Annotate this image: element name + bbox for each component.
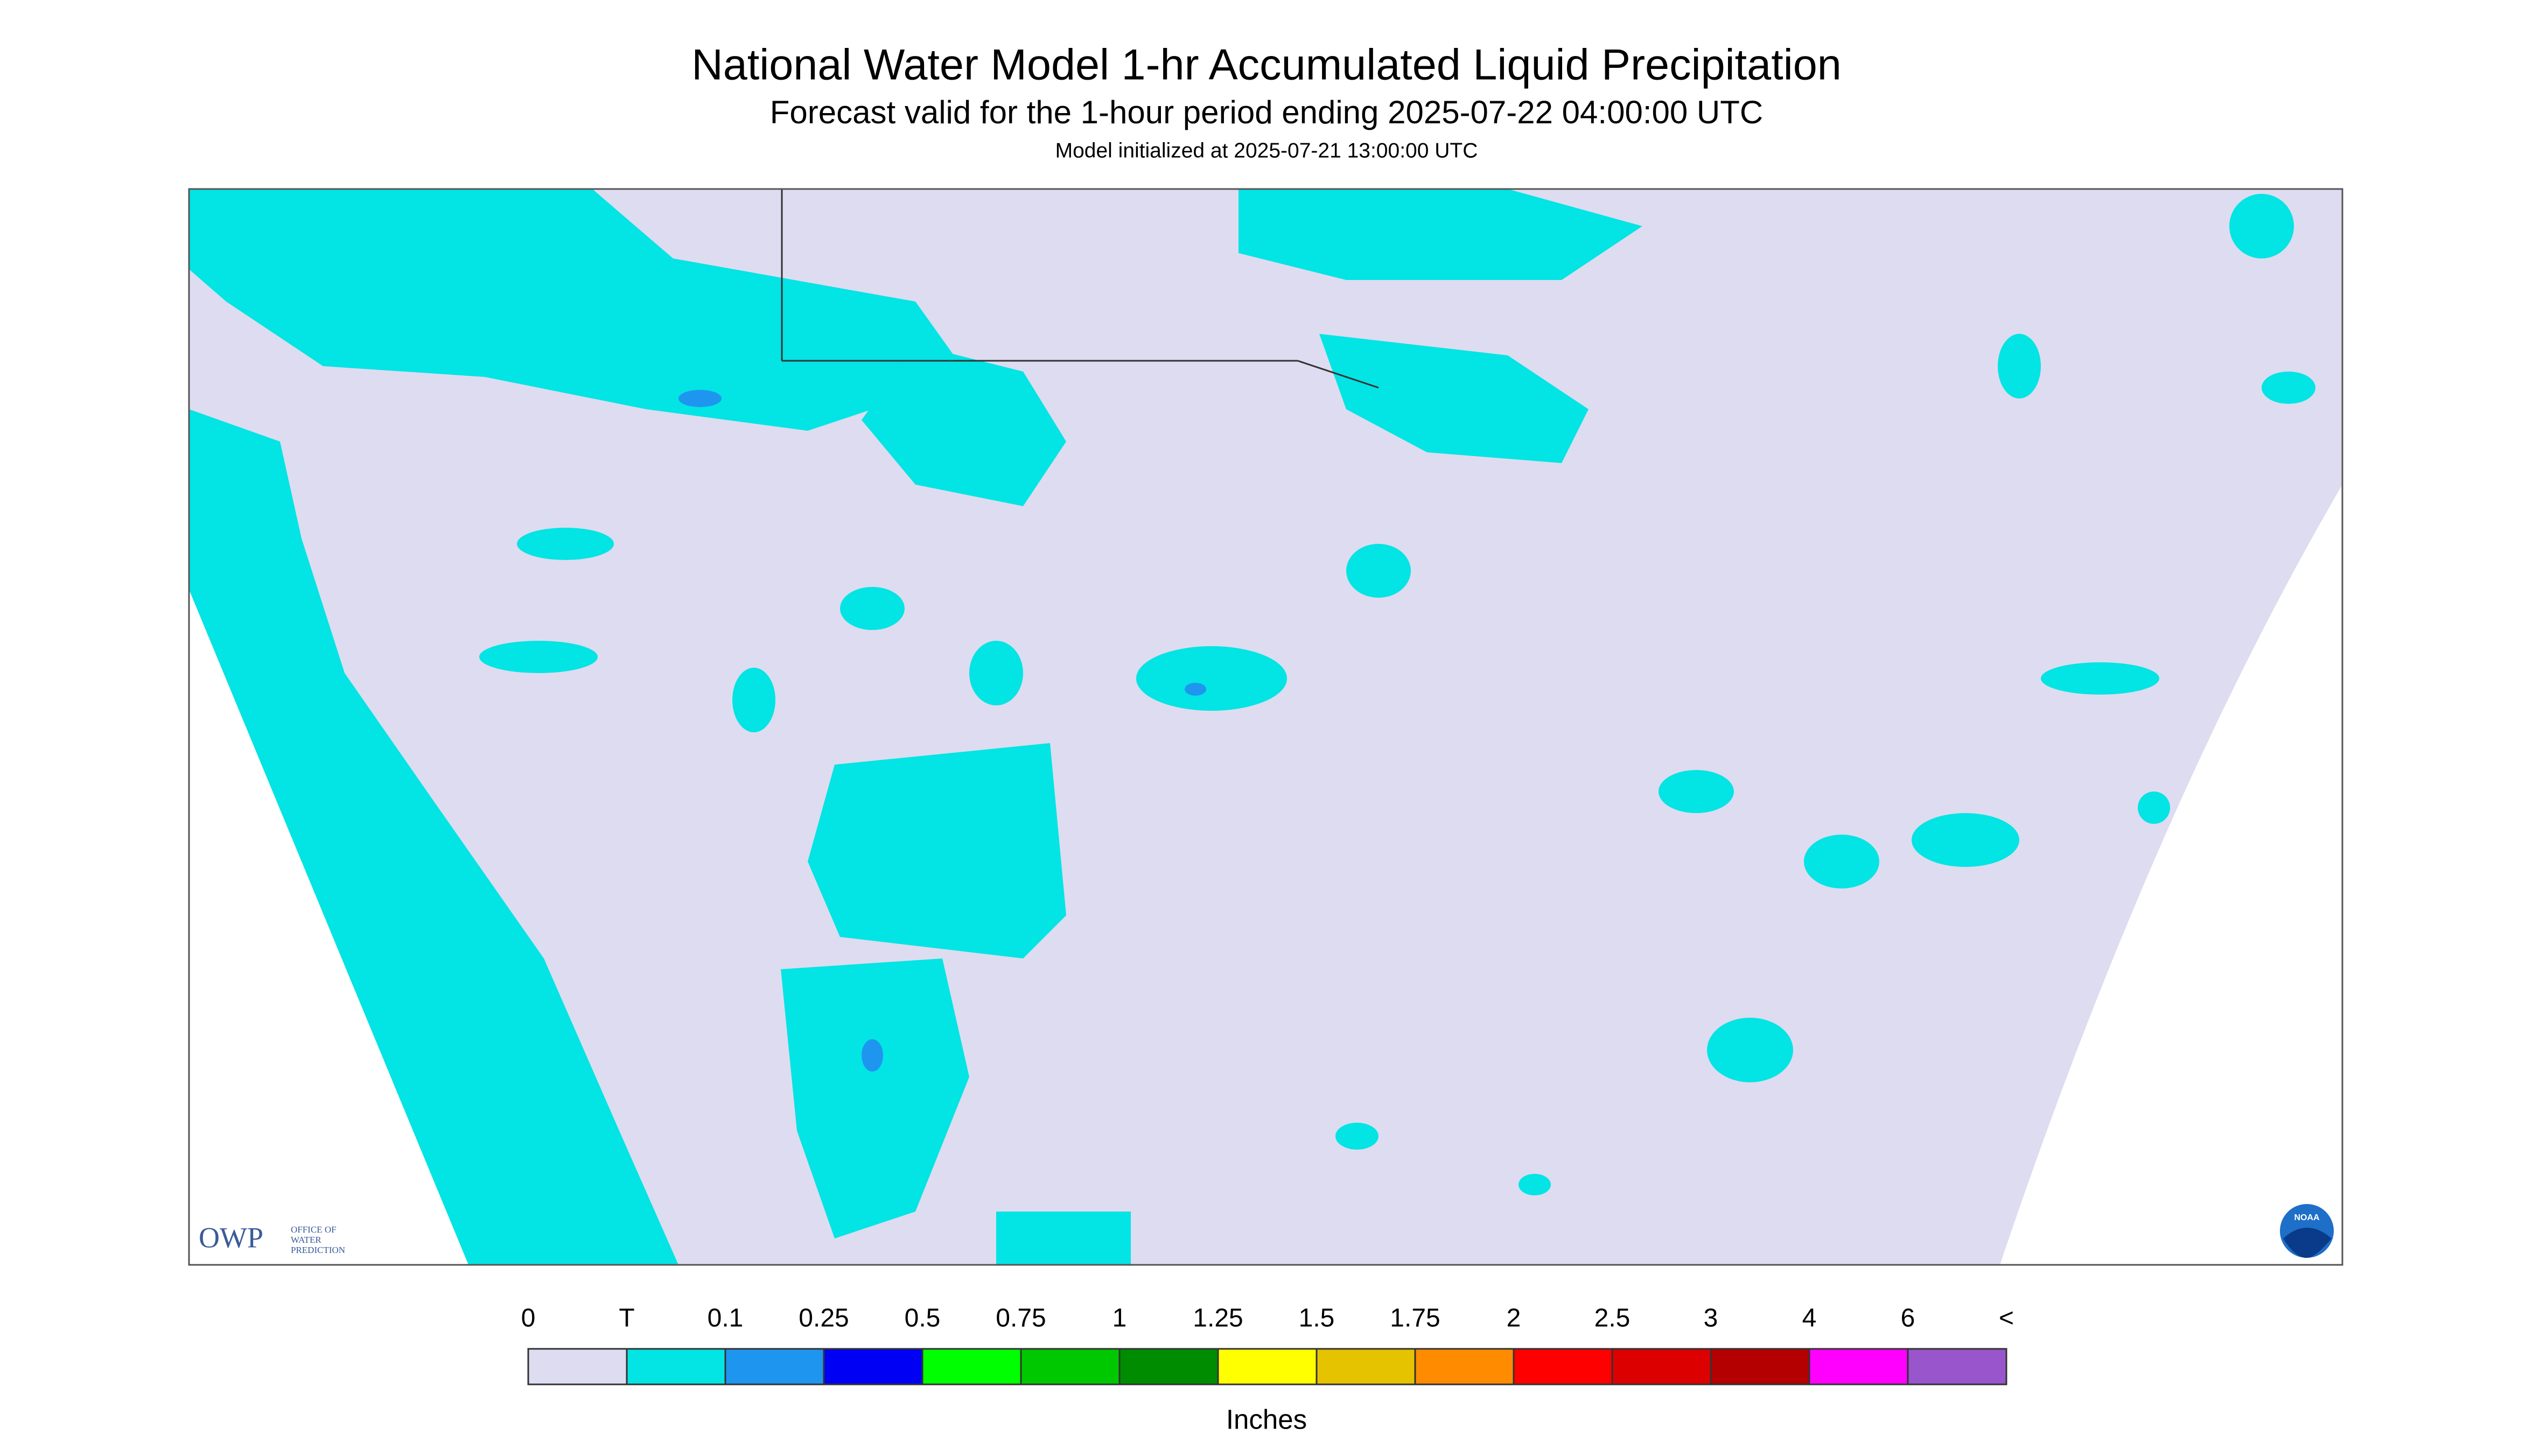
legend-unit: Inches bbox=[1226, 1404, 1307, 1434]
legend-swatch bbox=[1414, 1348, 1515, 1385]
legend-label: 0.1 bbox=[708, 1304, 744, 1333]
owp-logo-text: OFFICE OF bbox=[291, 1224, 337, 1235]
legend-swatch bbox=[1316, 1348, 1416, 1385]
legend-label: 1.25 bbox=[1193, 1304, 1243, 1333]
legend-swatch bbox=[1710, 1348, 1810, 1385]
legend-swatch bbox=[1513, 1348, 1613, 1385]
legend-swatch bbox=[1020, 1348, 1121, 1385]
legend-swatch bbox=[1907, 1348, 2007, 1385]
legend-swatch bbox=[1217, 1348, 1318, 1385]
legend-label: 3 bbox=[1704, 1304, 1718, 1333]
legend-swatch bbox=[1611, 1348, 1712, 1385]
legend-swatch bbox=[1808, 1348, 1909, 1385]
legend-label: 0 bbox=[521, 1304, 536, 1333]
title: National Water Model 1-hr Accumulated Li… bbox=[691, 40, 1842, 89]
legend: 0 T 0.1 0.25 0.5 0.75 1 1.25 1.5 1.75 2 2.5 3 4 6 < bbox=[521, 1304, 2014, 1385]
init-time: Model initialized at 2025-07-21 13:00:00… bbox=[1055, 139, 1478, 162]
map: OWP OFFICE OF WATER PREDICTION NOAA bbox=[188, 188, 2343, 1266]
legend-swatch bbox=[626, 1348, 726, 1385]
precip-areas bbox=[189, 189, 2315, 1265]
legend-label: 1.5 bbox=[1299, 1304, 1335, 1333]
legend-swatch bbox=[527, 1348, 628, 1385]
owp-logo-text: WATER bbox=[291, 1235, 321, 1245]
legend-label: 0.5 bbox=[905, 1304, 941, 1333]
legend-swatch bbox=[724, 1348, 825, 1385]
legend-label: 0.75 bbox=[996, 1304, 1046, 1333]
legend-label: 4 bbox=[1802, 1304, 1817, 1333]
subtitle: Forecast valid for the 1-hour period end… bbox=[770, 94, 1763, 130]
owp-logo-text: PREDICTION bbox=[291, 1245, 345, 1255]
legend-label: T bbox=[619, 1304, 634, 1333]
legend-label: 1 bbox=[1112, 1304, 1127, 1333]
legend-swatch bbox=[921, 1348, 1022, 1385]
noaa-logo-text: NOAA bbox=[2294, 1213, 2320, 1222]
legend-label: 6 bbox=[1901, 1304, 1915, 1333]
legend-label: < bbox=[1999, 1304, 2014, 1333]
owp-logo: OWP bbox=[199, 1221, 263, 1254]
legend-label: 0.25 bbox=[799, 1304, 849, 1333]
legend-label: 1.75 bbox=[1390, 1304, 1440, 1333]
legend-swatch bbox=[1118, 1348, 1219, 1385]
legend-swatch bbox=[823, 1348, 923, 1385]
legend-label: 2.5 bbox=[1594, 1304, 1631, 1333]
legend-label: 2 bbox=[1507, 1304, 1521, 1333]
